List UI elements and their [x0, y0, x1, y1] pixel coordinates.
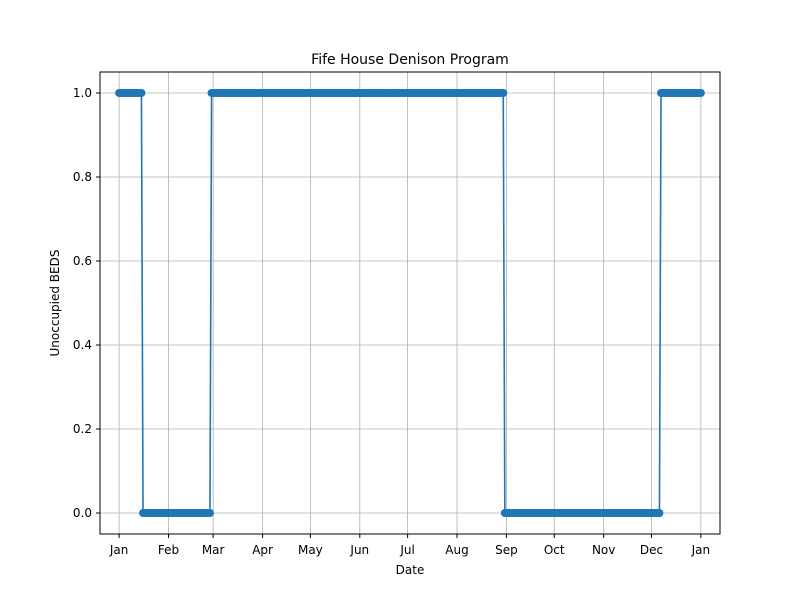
data-point: [499, 89, 508, 97]
y-axis: 0.0 0.2 0.4 0.6 0.8 1.0: [73, 86, 100, 520]
data-point: [137, 89, 146, 97]
series-line: [119, 92, 701, 514]
plot-frame: [99, 71, 721, 535]
x-tick-label: Jul: [399, 543, 414, 557]
x-tick-label: Nov: [592, 543, 615, 557]
series-markers: [115, 89, 705, 517]
x-tick-label: Dec: [640, 543, 663, 557]
data-point: [655, 509, 664, 517]
chart-title: Fife House Denison Program: [311, 52, 509, 68]
x-tick-label: Feb: [158, 543, 179, 557]
x-tick-label: Sep: [495, 543, 518, 557]
x-tick-label: May: [298, 543, 323, 557]
y-tick-label: 1.0: [73, 86, 92, 100]
x-tick-label: Apr: [252, 543, 273, 557]
x-tick-label: Jan: [109, 543, 129, 557]
x-tick-label: Oct: [544, 543, 565, 557]
y-tick-label: 0.4: [73, 338, 92, 352]
grid-lines: [100, 72, 720, 534]
y-tick-label: 0.2: [73, 422, 92, 436]
x-axis: Jan Feb Mar Apr May Jun Jul Aug Sep Oct Nov Dec Jan: [109, 534, 710, 557]
y-tick-label: 0.8: [73, 170, 92, 184]
y-tick-label: 0.6: [73, 254, 92, 268]
y-tick-label: 0.0: [73, 506, 92, 520]
y-axis-label: Unoccupied BEDS: [48, 250, 62, 357]
x-tick-label: Aug: [445, 543, 468, 557]
x-tick-label: Mar: [202, 543, 225, 557]
x-tick-label: Jan: [691, 543, 711, 557]
x-tick-label: Jun: [349, 543, 369, 557]
data-point: [696, 89, 705, 97]
data-point: [205, 509, 214, 517]
series-path: [119, 92, 701, 514]
x-axis-label: Date: [396, 563, 425, 577]
